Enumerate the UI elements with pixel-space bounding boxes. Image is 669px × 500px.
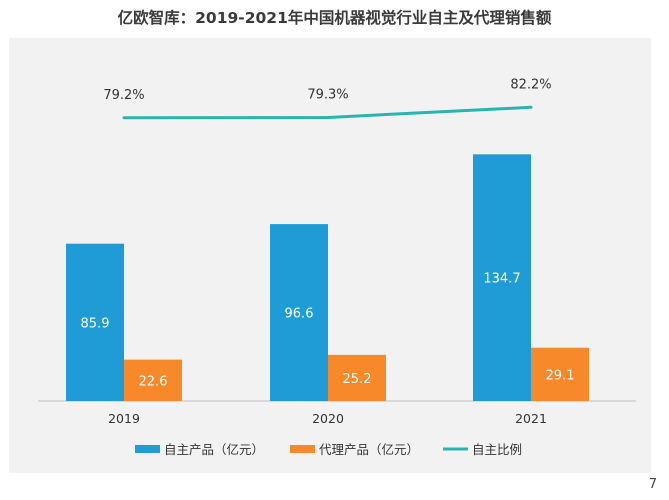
bar-self-2021 [473,154,531,401]
ratio-line [122,105,533,120]
bar-value-label: 25.2 [343,372,372,387]
legend-label: 代理产品（亿元） [319,442,419,457]
legend-bar-swatch [135,445,160,453]
bar-agent-2020 [328,354,386,401]
x-tick-label: 2020 [312,411,344,426]
bar-value-label: 22.6 [139,374,168,389]
chart-title: 亿欧智库：2019-2021年中国机器视觉行业自主及代理销售额 [117,9,552,27]
x-tick-label: 2019 [108,411,140,426]
x-tick-label: 2021 [515,411,547,426]
page-number: 7 [648,477,657,492]
bar-value-label: 85.9 [81,316,110,331]
bar-self-2020 [270,224,328,401]
bar-agent-2021 [531,347,589,401]
legend: 自主产品（亿元） 代理产品（亿元） 自主比例 [135,442,522,457]
bar-value-label: 96.6 [285,307,314,322]
bars-layer: 85.9 22.6 96.6 25.2 134.7 29.1 [66,154,589,401]
legend-bar-swatch [290,445,315,453]
x-tick-labels: 2019 2020 2021 [108,411,547,426]
ratio-point-label: 82.2% [510,77,551,92]
bar-self-2019 [66,243,124,401]
ratio-point-label: 79.2% [103,88,144,103]
bar-agent-2019 [124,359,182,401]
legend-label: 自主产品（亿元） [164,442,264,457]
bar-value-label: 29.1 [546,368,575,383]
bar-value-label: 134.7 [483,272,520,287]
legend-label: 自主比例 [472,442,522,457]
ratio-point-label: 79.3% [307,87,348,102]
ratio-line-layer: 79.2% 79.3% 82.2% [103,77,552,120]
